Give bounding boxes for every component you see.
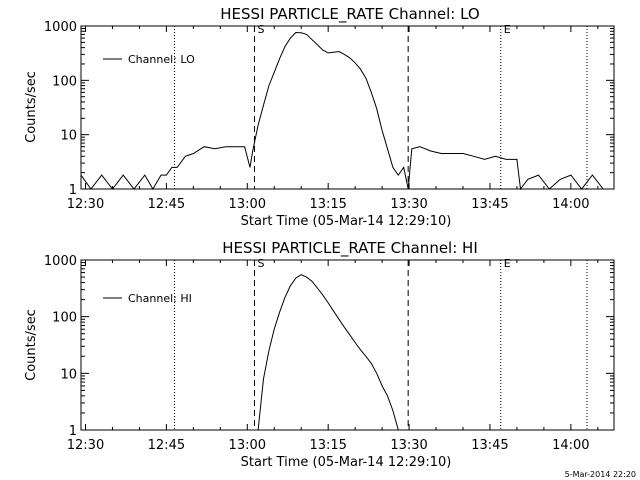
y-tick-label: 100	[52, 74, 77, 89]
legend: Channel: HI	[103, 292, 192, 305]
y-tick-label: 1	[69, 183, 77, 198]
x-tick-label: 14:00	[552, 438, 589, 453]
chart-title: HESSI PARTICLE_RATE Channel: HI	[222, 239, 478, 258]
y-tick-label: 10	[60, 367, 77, 382]
x-axis-label: Start Time (05-Mar-14 12:29:10)	[241, 214, 452, 229]
chart-hi-channel: HESSI PARTICLE_RATE Channel: HI 12:30 12:…	[24, 239, 615, 470]
x-tick-label: 13:00	[229, 438, 266, 453]
legend-label: Channel: HI	[128, 292, 192, 305]
series-line	[80, 31, 614, 191]
x-tick-label: 13:15	[309, 197, 346, 212]
chart-title: HESSI PARTICLE_RATE Channel: LO	[220, 5, 479, 24]
x-tick-label: 12:45	[148, 438, 185, 453]
legend-label: Channel: LO	[128, 53, 195, 66]
y-axis-label: Counts/sec	[24, 309, 39, 381]
x-axis-label: Start Time (05-Mar-14 12:29:10)	[241, 455, 452, 470]
plot-frame	[80, 25, 615, 190]
x-tick-label: 12:30	[67, 438, 104, 453]
x-tick-label: 12:30	[67, 197, 104, 212]
y-axis-label: Counts/sec	[24, 71, 39, 143]
marker-label: S	[257, 257, 264, 270]
y-tick-label: 1000	[44, 20, 77, 35]
chart-lo-channel: HESSI PARTICLE_RATE Channel: LO 12:30 12:…	[24, 5, 615, 229]
x-tick-label: 13:45	[471, 197, 508, 212]
y-tick-label: 1	[69, 424, 77, 439]
marker-label: S	[257, 23, 264, 36]
marker-label: E	[504, 23, 511, 36]
chart-marks: 12:30 12:45 13:00 13:15 13:30 13:45 14:00 1 10 10…	[44, 20, 614, 212]
x-tick-label: 13:30	[390, 197, 427, 212]
x-tick-label: 13:45	[471, 438, 508, 453]
x-tick-label: 13:15	[309, 438, 346, 453]
y-tick-label: 10	[60, 129, 77, 144]
y-tick-label: 100	[52, 311, 77, 326]
chart-marks: 12:30 12:45 13:00 13:15 13:30 13:45 14:00 1 10 10…	[44, 254, 614, 453]
plot-frame	[80, 259, 615, 431]
legend: Channel: LO	[103, 53, 195, 66]
series-line	[257, 274, 399, 431]
x-tick-label: 13:30	[390, 438, 427, 453]
x-tick-label: 14:00	[552, 197, 589, 212]
marker-label: E	[504, 257, 511, 270]
x-tick-label: 13:00	[229, 197, 266, 212]
footer-timestamp: 5-Mar-2014 22:20	[565, 470, 636, 479]
y-tick-label: 1000	[44, 254, 77, 269]
x-tick-label: 12:45	[148, 197, 185, 212]
